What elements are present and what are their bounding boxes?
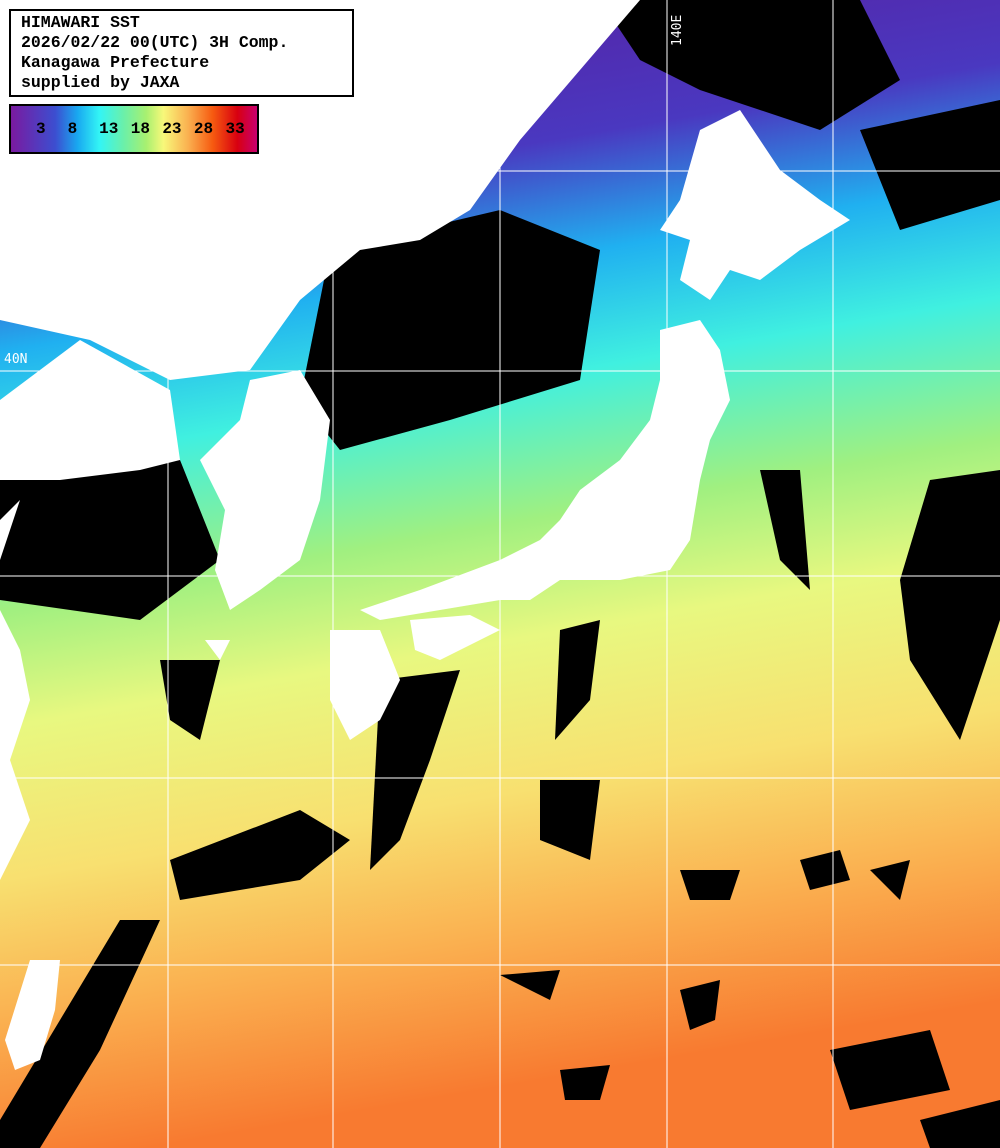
land-taiwan (5, 960, 60, 1070)
legend-tick: 8 (67, 120, 78, 138)
color-scale-legend: 3 8 13 18 23 28 33 (9, 104, 259, 154)
legend-tick: 23 (162, 120, 182, 138)
land-korea (200, 370, 330, 610)
timestamp: 2026/02/22 00(UTC) 3H Comp. (21, 33, 289, 52)
land-shandong (0, 500, 20, 560)
land-shikoku (410, 615, 500, 660)
land-hokkaido (660, 110, 850, 300)
land-island (398, 128, 428, 165)
legend-tick: 33 (225, 120, 245, 138)
land-china-northeast (0, 340, 180, 480)
credit: supplied by JAXA (21, 73, 180, 92)
land-kyushu (330, 630, 400, 740)
legend-tick: 18 (130, 120, 150, 138)
legend-tick: 13 (99, 120, 119, 138)
latitude-label: 40N (4, 352, 28, 367)
land-china-coast (0, 610, 30, 880)
title: HIMAWARI SST (21, 13, 140, 32)
legend-tick: 28 (193, 120, 214, 138)
region: Kanagawa Prefecture (21, 53, 210, 72)
land-jeju (205, 640, 230, 660)
info-box: HIMAWARI SST 2026/02/22 00(UTC) 3H Comp.… (9, 9, 354, 97)
land-honshu (360, 320, 730, 620)
legend-tick: 3 (36, 120, 46, 138)
longitude-label: 140E (670, 14, 685, 46)
